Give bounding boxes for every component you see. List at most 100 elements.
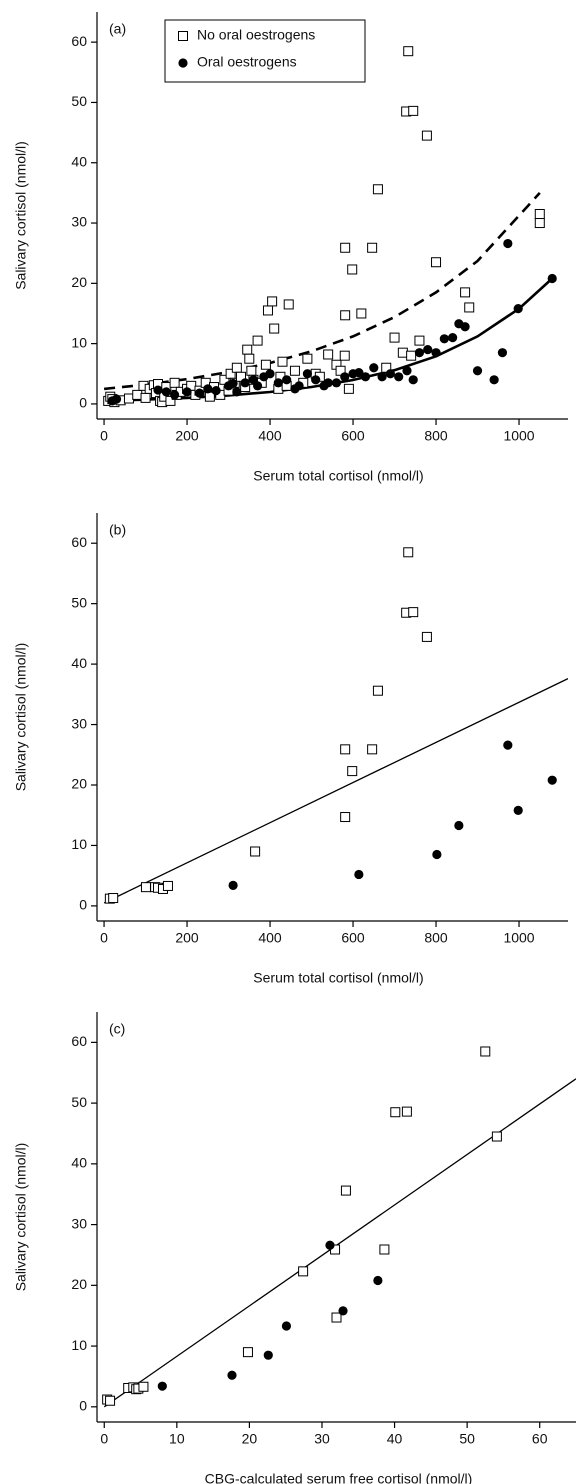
legend-label: No oral oestrogens — [197, 27, 315, 43]
y-tick-label: 30 — [71, 1215, 87, 1231]
point — [403, 46, 414, 57]
x-tick-label: 200 — [175, 428, 199, 444]
x-axis-title: Serum total cortisol (nmol/l) — [253, 970, 423, 986]
point — [354, 367, 364, 378]
point — [406, 350, 417, 361]
plot-area — [103, 547, 568, 904]
x-tick-label: 0 — [100, 930, 108, 946]
point — [347, 264, 358, 275]
y-tick-label: 10 — [71, 334, 87, 350]
point — [157, 1381, 167, 1391]
point — [302, 369, 312, 379]
point — [339, 350, 350, 361]
point — [227, 1370, 237, 1380]
point — [269, 323, 280, 334]
y-axis-title: Salivary cortisol (nmol/l) — [13, 1143, 29, 1292]
point — [503, 740, 513, 750]
point — [138, 1381, 149, 1392]
point — [281, 1321, 292, 1331]
point — [325, 1240, 335, 1250]
x-tick-label: 60 — [532, 1431, 548, 1447]
point — [267, 296, 278, 307]
point — [431, 257, 442, 268]
point — [534, 218, 545, 229]
point — [439, 334, 449, 344]
point — [338, 1306, 348, 1316]
point — [360, 372, 371, 382]
point — [161, 387, 171, 397]
fit-line — [103, 678, 568, 904]
x-tick-label: 800 — [424, 930, 448, 946]
point — [311, 375, 321, 385]
point — [294, 381, 304, 391]
x-tick-label: 600 — [341, 930, 365, 946]
legend-marker — [178, 58, 188, 68]
point — [497, 348, 508, 358]
point — [162, 880, 173, 891]
x-tick-label: 40 — [387, 1431, 403, 1447]
y-tick-label: 20 — [71, 274, 87, 290]
point — [431, 348, 441, 358]
point — [252, 335, 263, 346]
y-tick-label: 30 — [71, 715, 87, 731]
point — [242, 1347, 253, 1358]
point — [343, 383, 354, 394]
y-tick-label: 50 — [71, 93, 87, 109]
point — [403, 547, 414, 558]
point — [153, 385, 163, 395]
point — [354, 869, 364, 880]
x-tick-label: 400 — [258, 930, 282, 946]
point — [169, 377, 180, 388]
point — [389, 332, 400, 343]
point — [547, 775, 557, 785]
y-tick-label: 50 — [71, 594, 87, 610]
y-tick-label: 20 — [71, 776, 87, 792]
point — [489, 375, 499, 385]
y-tick-label: 40 — [71, 1155, 87, 1171]
point — [140, 882, 151, 893]
point — [513, 805, 523, 815]
point — [390, 1107, 401, 1118]
point — [340, 744, 351, 755]
point — [460, 322, 470, 332]
x-tick-label: 50 — [459, 1431, 475, 1447]
y-tick-label: 20 — [71, 1276, 87, 1292]
panel-label: (b) — [109, 522, 126, 538]
x-tick-label: 0 — [100, 1431, 108, 1447]
y-tick-label: 0 — [79, 1398, 87, 1414]
point — [340, 310, 351, 321]
point — [283, 299, 294, 310]
point — [331, 378, 342, 388]
y-tick-label: 40 — [71, 153, 87, 169]
x-tick-label: 20 — [242, 1431, 258, 1447]
point — [302, 353, 313, 364]
x-tick-label: 200 — [175, 930, 199, 946]
x-tick-label: 600 — [341, 428, 365, 444]
legend-box — [164, 19, 366, 83]
point — [372, 685, 383, 696]
x-tick-label: 800 — [424, 428, 448, 444]
point — [480, 1046, 491, 1057]
point — [394, 372, 404, 382]
y-tick-label: 10 — [71, 836, 87, 852]
point — [347, 766, 358, 777]
y-tick-label: 0 — [79, 897, 87, 913]
point — [454, 820, 464, 831]
point — [262, 305, 273, 316]
point — [385, 369, 395, 379]
point — [277, 356, 288, 367]
point — [379, 1244, 390, 1255]
point — [260, 359, 271, 370]
point — [421, 130, 432, 141]
point — [432, 849, 442, 860]
point — [132, 389, 143, 400]
y-tick-label: 60 — [71, 33, 87, 49]
point — [231, 362, 242, 373]
point — [408, 105, 419, 116]
point — [369, 363, 379, 373]
point — [331, 1312, 342, 1323]
point — [228, 378, 238, 389]
point — [464, 302, 475, 313]
y-axis-title: Salivary cortisol (nmol/l) — [13, 141, 29, 290]
